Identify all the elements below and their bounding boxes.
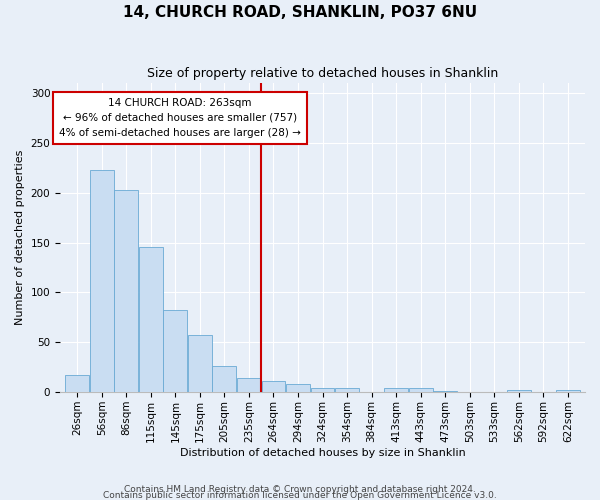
Text: Contains public sector information licensed under the Open Government Licence v3: Contains public sector information licen… bbox=[103, 490, 497, 500]
Bar bbox=[262, 381, 286, 392]
Bar bbox=[163, 310, 187, 392]
Y-axis label: Number of detached properties: Number of detached properties bbox=[15, 150, 25, 326]
Bar bbox=[115, 190, 138, 392]
Bar bbox=[90, 170, 113, 392]
X-axis label: Distribution of detached houses by size in Shanklin: Distribution of detached houses by size … bbox=[179, 448, 466, 458]
Bar bbox=[188, 336, 212, 392]
Bar bbox=[433, 391, 457, 392]
Text: Contains HM Land Registry data © Crown copyright and database right 2024.: Contains HM Land Registry data © Crown c… bbox=[124, 484, 476, 494]
Text: 14, CHURCH ROAD, SHANKLIN, PO37 6NU: 14, CHURCH ROAD, SHANKLIN, PO37 6NU bbox=[123, 5, 477, 20]
Bar bbox=[384, 388, 408, 392]
Bar bbox=[237, 378, 261, 392]
Title: Size of property relative to detached houses in Shanklin: Size of property relative to detached ho… bbox=[147, 68, 498, 80]
Bar bbox=[311, 388, 334, 392]
Bar bbox=[335, 388, 359, 392]
Bar bbox=[65, 375, 89, 392]
Text: 14 CHURCH ROAD: 263sqm
← 96% of detached houses are smaller (757)
4% of semi-det: 14 CHURCH ROAD: 263sqm ← 96% of detached… bbox=[59, 98, 301, 138]
Bar bbox=[212, 366, 236, 392]
Bar bbox=[556, 390, 580, 392]
Bar bbox=[507, 390, 530, 392]
Bar bbox=[139, 246, 163, 392]
Bar bbox=[286, 384, 310, 392]
Bar bbox=[409, 388, 433, 392]
